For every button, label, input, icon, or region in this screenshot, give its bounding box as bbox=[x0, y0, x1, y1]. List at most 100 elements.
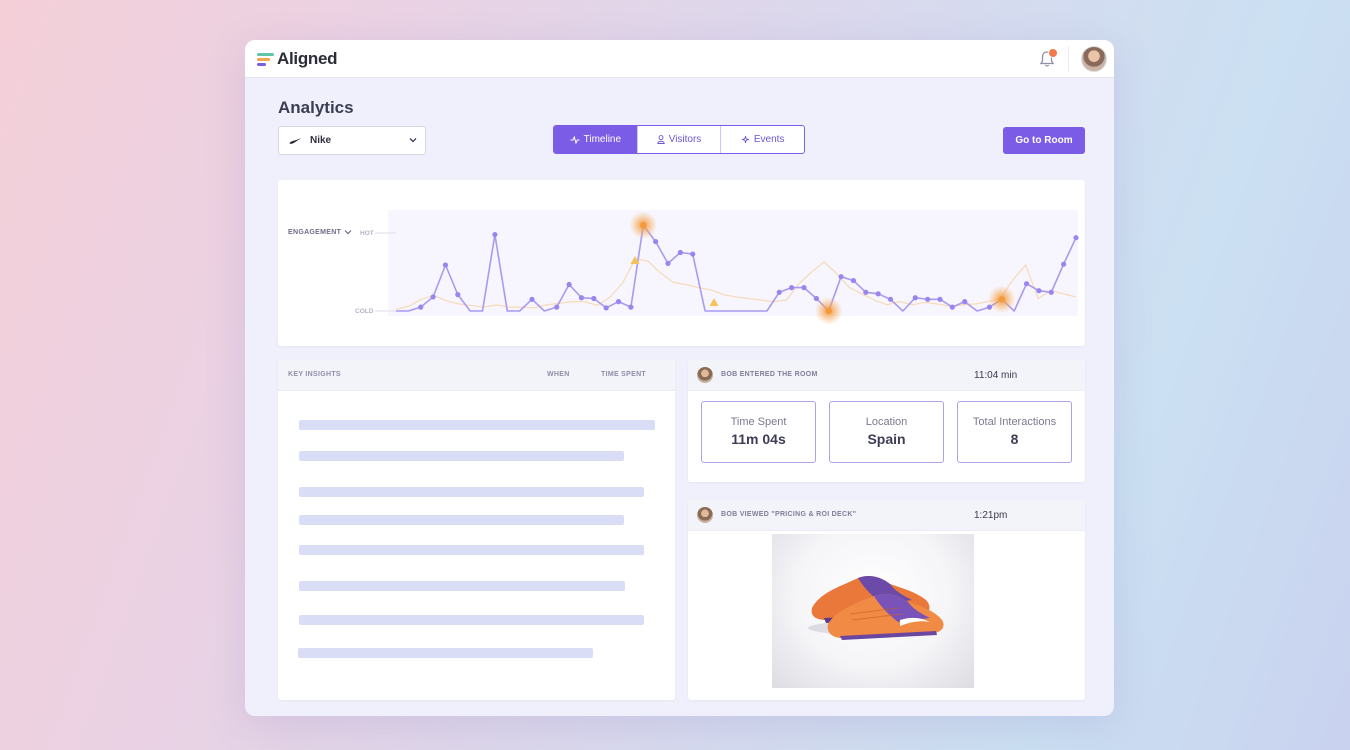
divider bbox=[1068, 46, 1069, 72]
chevron-down-icon bbox=[344, 230, 352, 235]
activity-icon bbox=[570, 135, 580, 144]
data-point bbox=[1023, 281, 1030, 287]
data-point bbox=[603, 305, 609, 311]
engagement-selector[interactable]: ENGAGEMENT bbox=[288, 228, 352, 236]
stat-label: Location bbox=[865, 416, 908, 428]
data-point bbox=[578, 295, 585, 301]
engagement-chart-card: ENGAGEMENT HOT COLD bbox=[278, 180, 1085, 346]
insight-placeholder-line bbox=[299, 451, 624, 461]
avatar bbox=[697, 367, 713, 383]
data-point bbox=[1061, 261, 1067, 267]
nike-swoosh-icon bbox=[289, 137, 302, 144]
deck-viewed-header: BOB VIEWED "PRICING & ROI DECK" 1:21pm bbox=[688, 500, 1085, 531]
data-point bbox=[776, 289, 782, 295]
tab-timeline[interactable]: Timeline bbox=[554, 126, 637, 153]
page-title: Analytics bbox=[278, 98, 354, 117]
app-window: Aligned Analytics Nike Timeline bbox=[245, 40, 1114, 716]
data-point bbox=[653, 238, 659, 245]
stat-value: Spain bbox=[867, 431, 906, 447]
data-point bbox=[1073, 235, 1079, 241]
data-point bbox=[801, 285, 807, 291]
room-entered-card: BOB ENTERED THE ROOM 11:04 min Time Spen… bbox=[688, 360, 1085, 482]
data-point bbox=[863, 289, 869, 295]
view-tabs: Timeline Visitors Events bbox=[553, 125, 805, 154]
app-logo[interactable]: Aligned bbox=[257, 49, 338, 69]
stat-label: Time Spent bbox=[730, 416, 787, 428]
sparkle-icon bbox=[741, 135, 749, 144]
data-point bbox=[887, 296, 894, 302]
data-point bbox=[430, 294, 436, 300]
hotspot-point bbox=[998, 296, 1006, 303]
event-title: BOB ENTERED THE ROOM bbox=[721, 371, 818, 378]
data-point bbox=[813, 295, 819, 302]
data-point bbox=[665, 260, 671, 267]
chevron-down-icon bbox=[409, 138, 417, 143]
insight-placeholder-line bbox=[299, 615, 644, 625]
data-point bbox=[986, 304, 993, 310]
data-point bbox=[554, 304, 560, 310]
engagement-chart: HOT COLD bbox=[355, 210, 1079, 325]
data-point bbox=[455, 292, 461, 298]
insight-placeholder-line bbox=[298, 648, 593, 658]
insight-placeholder-line bbox=[299, 581, 625, 591]
warning-marker bbox=[630, 256, 640, 264]
data-point bbox=[628, 304, 634, 310]
top-bar: Aligned bbox=[245, 40, 1114, 78]
data-point bbox=[838, 274, 844, 280]
data-point bbox=[690, 251, 696, 257]
insights-header: KEY INSIGHTS WHEN TIME SPENT bbox=[278, 360, 675, 391]
data-point bbox=[912, 295, 918, 301]
time-spent-column-header: TIME SPENT bbox=[601, 371, 647, 378]
hotspot-point bbox=[640, 222, 647, 229]
event-time: 1:21pm bbox=[974, 510, 1008, 521]
user-avatar[interactable] bbox=[1081, 46, 1107, 72]
tab-events[interactable]: Events bbox=[720, 126, 804, 153]
secondary-series-line bbox=[395, 257, 1077, 311]
location-stat: Location Spain bbox=[829, 401, 944, 463]
data-point bbox=[677, 249, 683, 256]
key-insights-card: KEY INSIGHTS WHEN TIME SPENT bbox=[278, 360, 675, 700]
event-time: 11:04 min bbox=[974, 370, 1018, 381]
stat-value: 8 bbox=[1010, 431, 1019, 447]
data-point bbox=[875, 291, 881, 297]
sneaker-image bbox=[808, 576, 944, 640]
stat-label: Total Interactions bbox=[972, 416, 1057, 428]
product-image[interactable] bbox=[772, 534, 974, 688]
stat-value: 11m 04s bbox=[731, 431, 786, 447]
insights-title: KEY INSIGHTS bbox=[288, 371, 341, 378]
deck-viewed-card: BOB VIEWED "PRICING & ROI DECK" 1:21pm bbox=[688, 500, 1085, 700]
tab-visitors[interactable]: Visitors bbox=[636, 126, 721, 153]
app-name: Aligned bbox=[277, 49, 338, 68]
cold-label: COLD bbox=[355, 308, 374, 315]
tab-label: Timeline bbox=[583, 134, 622, 145]
insight-placeholder-line bbox=[299, 420, 655, 430]
user-icon bbox=[657, 135, 665, 144]
data-point bbox=[492, 231, 498, 238]
data-point bbox=[1036, 288, 1042, 294]
data-point bbox=[949, 304, 955, 310]
data-point bbox=[850, 277, 857, 284]
data-point bbox=[529, 296, 535, 302]
when-column-header: WHEN bbox=[547, 371, 570, 378]
brand-select-value: Nike bbox=[310, 135, 332, 146]
go-to-room-button[interactable]: Go to Room bbox=[1003, 127, 1085, 154]
data-point bbox=[418, 304, 424, 310]
room-entered-header: BOB ENTERED THE ROOM 11:04 min bbox=[688, 360, 1085, 391]
data-point bbox=[937, 296, 943, 302]
insight-placeholder-line bbox=[299, 545, 644, 555]
hot-label: HOT bbox=[360, 230, 374, 237]
chart-plot-area bbox=[388, 210, 1078, 316]
time-spent-stat: Time Spent 11m 04s bbox=[701, 401, 816, 463]
data-point bbox=[566, 281, 572, 288]
event-title: BOB VIEWED "PRICING & ROI DECK" bbox=[721, 511, 857, 518]
insight-placeholder-line bbox=[299, 515, 624, 525]
avatar bbox=[697, 507, 713, 523]
total-interactions-stat: Total Interactions 8 bbox=[957, 401, 1072, 463]
tab-label: Events bbox=[753, 134, 785, 145]
tab-label: Visitors bbox=[668, 134, 702, 145]
brand-select[interactable]: Nike bbox=[278, 126, 426, 155]
data-point bbox=[615, 299, 622, 305]
notification-badge bbox=[1048, 48, 1058, 58]
data-point bbox=[1048, 289, 1054, 295]
data-point bbox=[789, 285, 795, 291]
